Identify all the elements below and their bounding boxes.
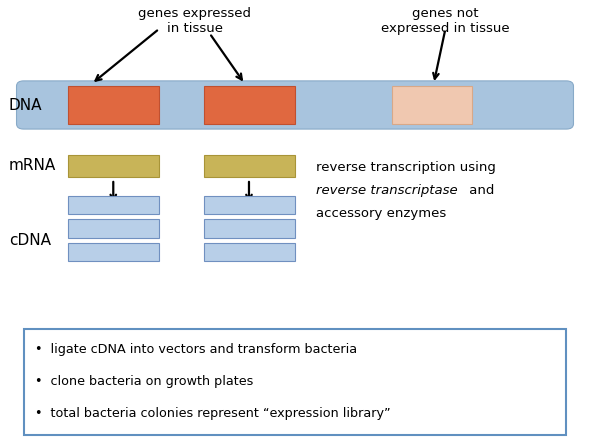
- Text: •  total bacteria colonies represent “expression library”: • total bacteria colonies represent “exp…: [35, 407, 391, 420]
- Bar: [68, 196, 159, 214]
- Bar: [392, 86, 472, 124]
- Text: accessory enzymes: accessory enzymes: [316, 207, 446, 220]
- Bar: [68, 155, 159, 177]
- Bar: [204, 155, 295, 177]
- Bar: [68, 219, 159, 238]
- Text: •  ligate cDNA into vectors and transform bacteria: • ligate cDNA into vectors and transform…: [35, 343, 358, 355]
- Text: •  clone bacteria on growth plates: • clone bacteria on growth plates: [35, 375, 254, 388]
- Text: mRNA: mRNA: [9, 158, 56, 173]
- Text: and: and: [465, 184, 494, 197]
- Bar: [68, 86, 159, 124]
- Text: DNA: DNA: [9, 98, 42, 113]
- Bar: [204, 243, 295, 261]
- Bar: [204, 196, 295, 214]
- Text: genes not
expressed in tissue: genes not expressed in tissue: [381, 7, 510, 34]
- Bar: [204, 86, 295, 124]
- Text: cDNA: cDNA: [9, 233, 51, 248]
- Text: reverse transcription using: reverse transcription using: [316, 161, 496, 174]
- FancyBboxPatch shape: [17, 81, 573, 129]
- FancyBboxPatch shape: [24, 329, 566, 435]
- Bar: [204, 219, 295, 238]
- Bar: [68, 243, 159, 261]
- Text: reverse transcriptase: reverse transcriptase: [316, 184, 457, 197]
- Text: genes expressed
in tissue: genes expressed in tissue: [138, 7, 251, 34]
